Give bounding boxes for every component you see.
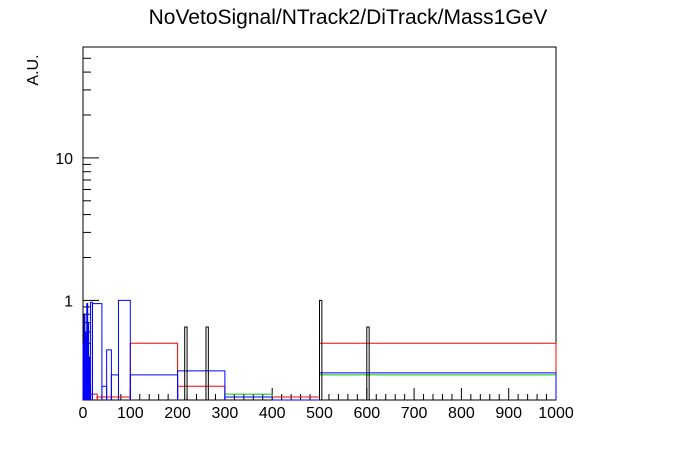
series-layer bbox=[82, 299, 557, 401]
x-tick-label: 700 bbox=[401, 405, 428, 422]
histogram-bin bbox=[319, 374, 557, 400]
histogram-bin bbox=[319, 372, 557, 400]
x-tick-label: 800 bbox=[448, 405, 475, 422]
series-3 bbox=[184, 299, 370, 400]
histogram-bin bbox=[91, 393, 98, 400]
histogram-bin bbox=[101, 385, 108, 400]
histogram-bin bbox=[129, 342, 179, 400]
x-tick-label: 200 bbox=[164, 405, 191, 422]
histogram-bin bbox=[83, 313, 86, 400]
histogram-bin bbox=[88, 356, 91, 400]
x-tick-label: 1000 bbox=[538, 405, 574, 422]
chart-title: NoVetoSignal/NTrack2/DiTrack/Mass1GeV bbox=[149, 6, 548, 29]
histogram-bin bbox=[117, 299, 131, 400]
histogram-bin bbox=[177, 370, 226, 400]
y-tick-label: 10 bbox=[55, 151, 73, 168]
histogram-bin bbox=[91, 303, 103, 400]
y-axis-label: A.U. bbox=[25, 54, 42, 85]
histogram-bin bbox=[319, 342, 557, 400]
x-tick-label: 400 bbox=[259, 405, 286, 422]
x-tick-label: 300 bbox=[212, 405, 239, 422]
x-tick-label: 100 bbox=[117, 405, 144, 422]
histogram-bin bbox=[110, 374, 119, 400]
x-tick-label: 900 bbox=[495, 405, 522, 422]
histogram-bin bbox=[205, 326, 209, 400]
histogram-bin bbox=[184, 326, 188, 400]
histogram-bin bbox=[224, 396, 273, 400]
histogram-bin bbox=[129, 374, 179, 400]
y-axis: 1 10 bbox=[55, 46, 99, 401]
y-tick-label: 1 bbox=[64, 293, 73, 310]
x-tick-label: 600 bbox=[353, 405, 380, 422]
histogram-bin bbox=[366, 326, 370, 400]
x-tick-label: 0 bbox=[79, 405, 88, 422]
series-1 bbox=[224, 374, 557, 400]
x-tick-label: 500 bbox=[306, 405, 333, 422]
histogram-bin bbox=[319, 299, 323, 400]
x-axis: 0 100 200 300 400 500 600 700 800 900 1000 bbox=[79, 388, 574, 422]
histogram-bin bbox=[106, 349, 112, 400]
